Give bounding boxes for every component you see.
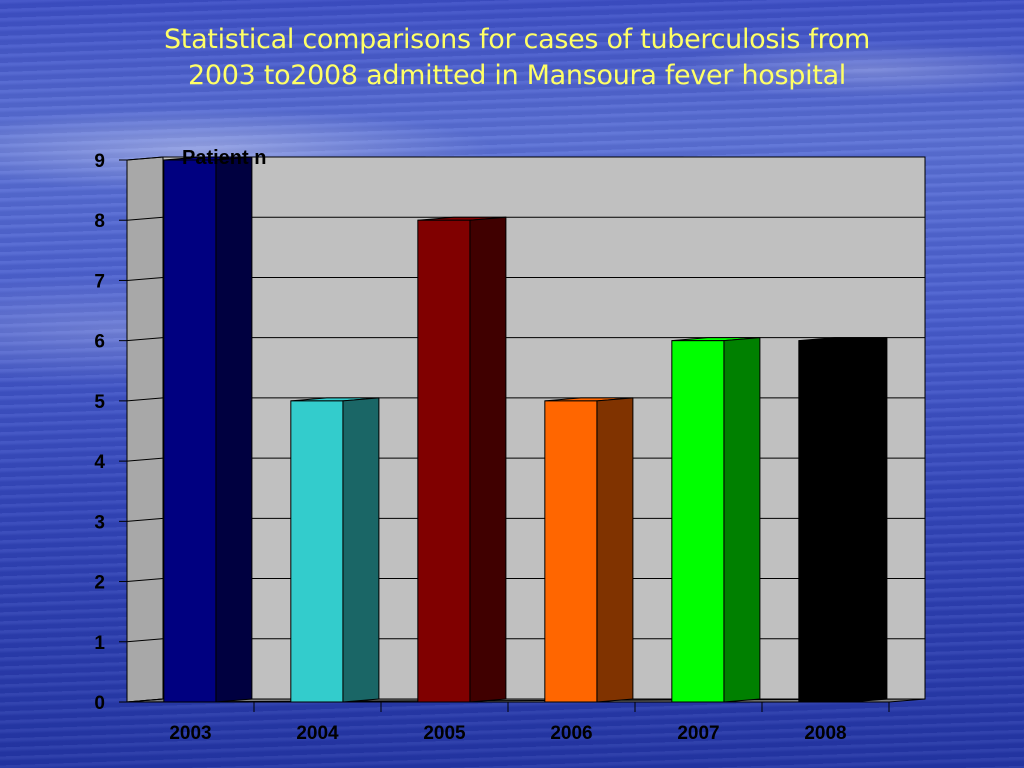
bar-2003 — [163, 156, 253, 703]
bar-side-face — [596, 397, 634, 703]
bar-2006 — [544, 397, 634, 703]
bar-front-face — [417, 219, 471, 703]
bar-front-face — [798, 340, 852, 703]
plot-side-wall — [126, 156, 164, 703]
gridline — [126, 216, 925, 221]
y-tick-label: 7 — [94, 271, 105, 292]
bar-side-face — [215, 156, 253, 703]
slide-title: Statistical comparisons for cases of tub… — [163, 24, 871, 91]
bar-side-face — [850, 337, 888, 703]
x-tick-label: 2007 — [677, 723, 719, 744]
y-tick-label: 2 — [94, 573, 105, 594]
y-tick-label: 9 — [94, 151, 105, 172]
y-tick-label: 0 — [94, 693, 105, 714]
gridline — [126, 457, 925, 462]
gridline — [126, 276, 925, 281]
gridline — [126, 517, 925, 522]
y-tick-label: 5 — [94, 392, 105, 413]
gridline — [126, 156, 925, 161]
gridline — [126, 578, 925, 583]
bar-front-face — [290, 400, 344, 703]
bar-front-face — [544, 400, 598, 703]
bar-2005 — [417, 216, 507, 703]
gridline — [126, 397, 925, 402]
bar-side-face — [723, 337, 761, 703]
y-tick-label: 4 — [94, 452, 105, 473]
bar-2008 — [798, 337, 888, 703]
bar-front-face — [671, 340, 725, 703]
y-axis-title: Patient n — [182, 147, 266, 169]
gridline — [126, 337, 925, 342]
y-tick-label: 8 — [94, 211, 105, 232]
bar-side-face — [342, 397, 380, 703]
y-tick-label: 6 — [94, 332, 105, 353]
bar-2007 — [671, 337, 761, 703]
y-tick-label: 1 — [94, 633, 105, 654]
gridline — [126, 698, 925, 703]
x-tick-label: 2008 — [804, 723, 846, 744]
x-tick-label: 2003 — [169, 723, 211, 744]
x-tick-label: 2005 — [423, 723, 466, 744]
bar-2004 — [290, 397, 380, 703]
x-tick-label: 2006 — [550, 723, 592, 744]
bar-front-face — [163, 159, 217, 703]
y-tick-label: 3 — [94, 512, 105, 533]
gridline — [126, 638, 925, 643]
bar-side-face — [469, 216, 507, 703]
x-tick-label: 2004 — [296, 723, 339, 744]
x-axis-line — [126, 698, 926, 703]
